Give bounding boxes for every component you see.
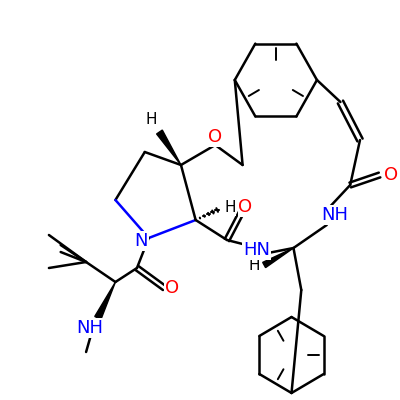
Polygon shape (95, 282, 116, 320)
Text: O: O (238, 198, 253, 216)
Text: H: H (224, 200, 236, 216)
Text: O: O (165, 279, 179, 297)
Text: NH: NH (321, 206, 348, 224)
Text: H: H (146, 112, 157, 128)
Text: N: N (134, 232, 148, 250)
Text: HN: HN (243, 241, 270, 259)
Text: NH: NH (76, 319, 104, 337)
Polygon shape (157, 130, 181, 165)
Text: H: H (248, 258, 260, 272)
Text: O: O (208, 128, 222, 146)
Text: O: O (384, 166, 398, 184)
Polygon shape (263, 248, 294, 268)
